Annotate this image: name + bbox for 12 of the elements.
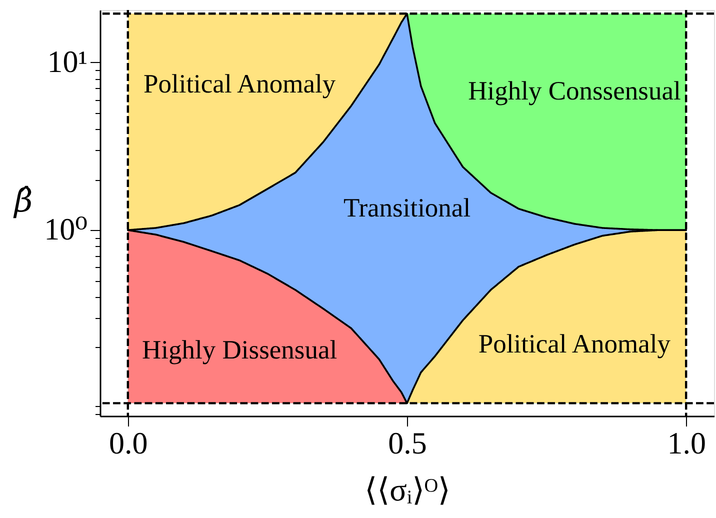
y-tick-label: 10⁰: [44, 212, 88, 247]
series-label: Highly Dissensual: [142, 334, 338, 364]
series-label: Political Anomaly: [143, 68, 336, 98]
x-tick-label: 0.5: [388, 426, 427, 460]
y-tick-label: 10¹: [47, 44, 88, 79]
x-tick-label: 0.0: [109, 426, 148, 460]
series-label: Highly Conssensual: [468, 75, 681, 106]
y-axis-title: β̂: [13, 182, 33, 220]
x-tick-label: 1.0: [667, 426, 706, 460]
series-label: Transitional: [343, 192, 471, 222]
series-label: Political Anomaly: [478, 328, 672, 358]
x-axis-title: ⟨⟨σᵢ⟩ᴼ⟩: [364, 472, 450, 508]
